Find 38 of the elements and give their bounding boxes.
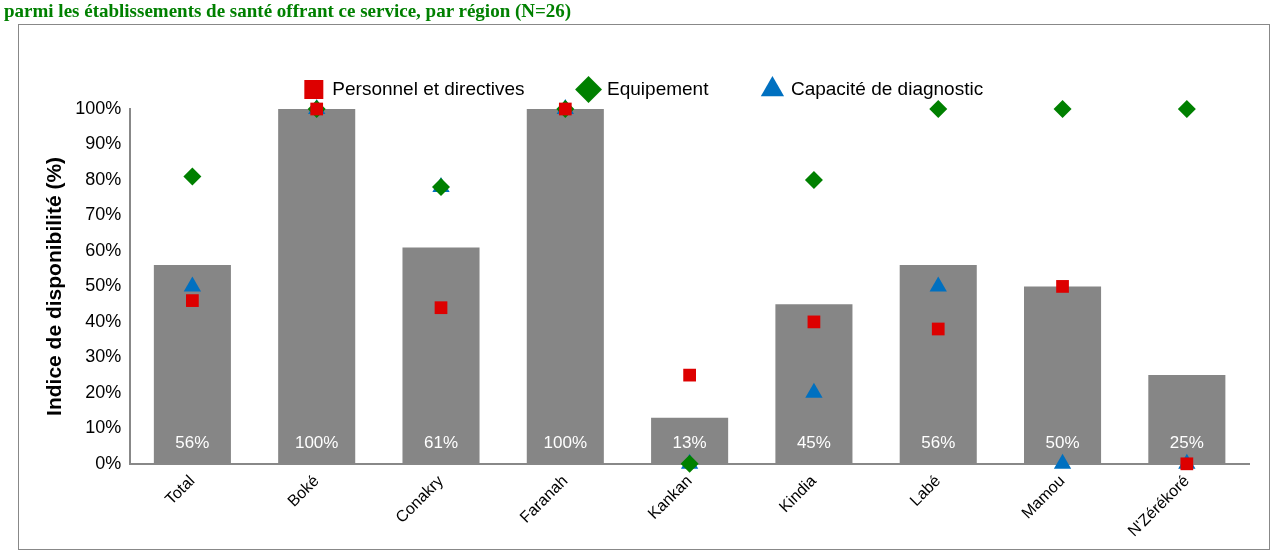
y-tick-label: 0% [95, 452, 122, 473]
y-tick-label: 70% [85, 204, 122, 225]
chart-title: parmi les établissements de santé offrant ce service, par région (N=26) [4, 0, 572, 22]
point [432, 178, 451, 197]
point [1053, 100, 1072, 118]
point [1177, 100, 1196, 118]
y-axis-title: Indice de disponibilité (%) [42, 156, 66, 416]
point [1180, 457, 1194, 471]
point [683, 368, 696, 382]
data-label: 100% [543, 432, 588, 452]
y-tick-label: 60% [85, 239, 122, 260]
data-label: 45% [796, 432, 831, 452]
legend-label: Equipement [607, 77, 710, 99]
point [929, 100, 948, 118]
y-tick-label: 40% [85, 310, 122, 331]
y-tick-label: 80% [85, 168, 122, 189]
data-label: 56% [921, 432, 956, 452]
point [680, 454, 699, 473]
point [804, 170, 823, 189]
point [931, 322, 945, 336]
y-tick-label: 10% [85, 417, 122, 438]
data-label: 100% [294, 432, 339, 452]
point [434, 301, 448, 315]
point [1056, 280, 1069, 293]
data-label: 50% [1045, 432, 1080, 452]
point [183, 167, 202, 186]
data-label: 13% [672, 432, 707, 452]
data-label: 56% [175, 432, 210, 452]
point [186, 294, 199, 307]
data-label: 61% [423, 432, 459, 452]
y-tick-label: 90% [85, 133, 122, 154]
y-tick-label: 50% [85, 275, 122, 296]
data-label: 25% [1169, 432, 1204, 452]
y-tick-label: 30% [85, 346, 122, 367]
y-tick-label: 20% [85, 381, 122, 402]
legend-label: Capacité de diagnostic [790, 77, 984, 99]
legend-label: Personnel et directives [332, 77, 525, 99]
y-tick-label: 100% [75, 97, 122, 118]
